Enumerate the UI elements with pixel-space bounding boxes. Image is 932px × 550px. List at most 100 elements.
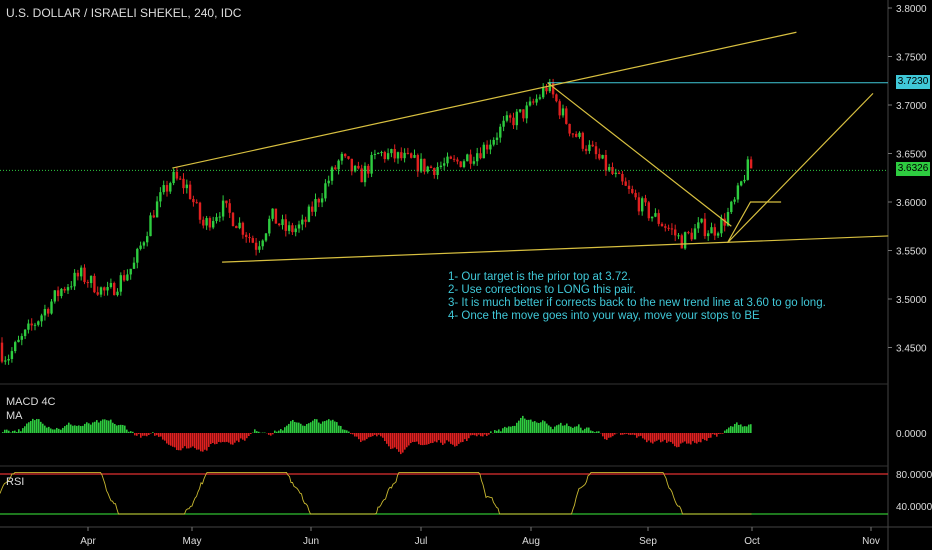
macd-bar-negative [430,433,432,444]
macd-bar-positive [348,431,350,433]
macd-bar-negative [422,433,424,446]
bull-candle [608,167,611,171]
macd-bar-negative [224,433,226,443]
bull-candle [129,268,132,275]
bull-candle [268,218,271,234]
macd-bar-positive [540,422,542,433]
bull-candle [281,219,284,226]
macd-bar-negative [174,433,176,448]
y-tick-label: 3.8000 [896,4,927,15]
macd-bar-positive [70,424,72,433]
bear-candle [400,152,403,159]
rsi-y-tick-label: 80.0000 [896,470,932,481]
macd-bar-positive [58,428,60,433]
bull-candle [370,155,373,174]
macd-bar-negative [204,433,206,450]
bear-candle [251,238,254,243]
macd-bar-positive [320,423,322,433]
macd-bar-negative [478,433,480,435]
macd-bar-negative [436,433,438,443]
macd-bar-negative [376,433,378,437]
x-tick-label: Oct [744,536,760,547]
macd-bar-negative [134,433,136,436]
projected-rally-line [727,92,874,244]
bear-candle [565,108,568,124]
bear-candle [555,94,558,102]
macd-bar-positive [90,424,92,433]
bull-candle [337,160,340,170]
macd-bar-positive [132,431,134,433]
bull-candle [50,301,53,314]
bear-candle [393,149,396,159]
macd-bar-negative [388,433,390,447]
macd-bar-negative [684,433,686,442]
bear-candle [604,154,608,171]
macd-bar-positive [114,424,116,433]
bear-candle [449,156,452,159]
macd-bar-negative [234,433,236,443]
macd-bar-positive [738,424,740,433]
macd-bar-negative [354,433,356,437]
descending-trendline [547,82,732,227]
macd-bar-positive [516,422,518,433]
macd-bar-negative [472,433,474,436]
macd-bar-positive [292,419,294,433]
macd-bar-positive [38,419,40,433]
macd-bar-positive [530,419,532,433]
macd-bar-positive [126,429,128,433]
macd-bar-negative [656,433,658,441]
bull-candle [155,201,159,218]
macd-bar-negative [146,433,148,437]
macd-bar-negative [164,433,166,441]
bull-candle [66,287,70,291]
macd-bar-negative [716,433,718,437]
bear-candle [479,153,482,159]
macd-bar-negative [230,433,232,445]
macd-bar-negative [404,433,406,450]
bear-candle [647,202,650,219]
macd-bar-negative [470,433,472,436]
bull-candle [218,216,221,218]
bull-candle [126,274,129,281]
macd-bar-positive [340,425,342,433]
bear-candle [637,197,641,212]
macd-bar-negative [718,433,720,435]
macd-bar-negative [358,433,360,440]
bear-candle [334,167,337,170]
bull-candle [707,233,710,237]
macd-bar-positive [740,424,742,433]
macd-bar-negative [608,433,610,438]
macd-bar-negative [450,433,452,444]
macd-bar-negative [668,433,670,442]
bull-candle [548,82,551,92]
bear-candle [198,202,202,220]
macd-bar-negative [622,433,624,435]
macd-bar-positive [336,422,338,433]
target-price-tag: 3.7230 [896,75,930,89]
bull-candle [294,228,297,233]
bear-candle [254,242,258,250]
macd-bar-negative [696,433,698,444]
bull-candle [710,227,713,234]
bear-candle [182,178,185,189]
macd-bar-negative [464,433,466,440]
bear-candle [416,155,419,172]
bull-candle [614,172,617,174]
macd-bar-negative [228,433,230,443]
bull-candle [413,155,416,158]
macd-bar-positive [504,426,506,433]
bull-candle [330,167,334,181]
macd-bar-negative [604,433,606,440]
macd-bar-negative [194,433,196,449]
macd-bar-negative [700,433,702,443]
macd-bar-negative [136,433,138,436]
rsi-y-tick-label: 40.0000 [896,502,932,513]
bear-candle [627,185,631,190]
macd-bar-positive [560,422,562,433]
macd-bar-positive [728,427,730,433]
macd-bar-negative [688,433,690,444]
macd-bar-positive [300,423,302,433]
macd-bar-negative [690,433,692,445]
macd-bar-positive [30,420,32,433]
